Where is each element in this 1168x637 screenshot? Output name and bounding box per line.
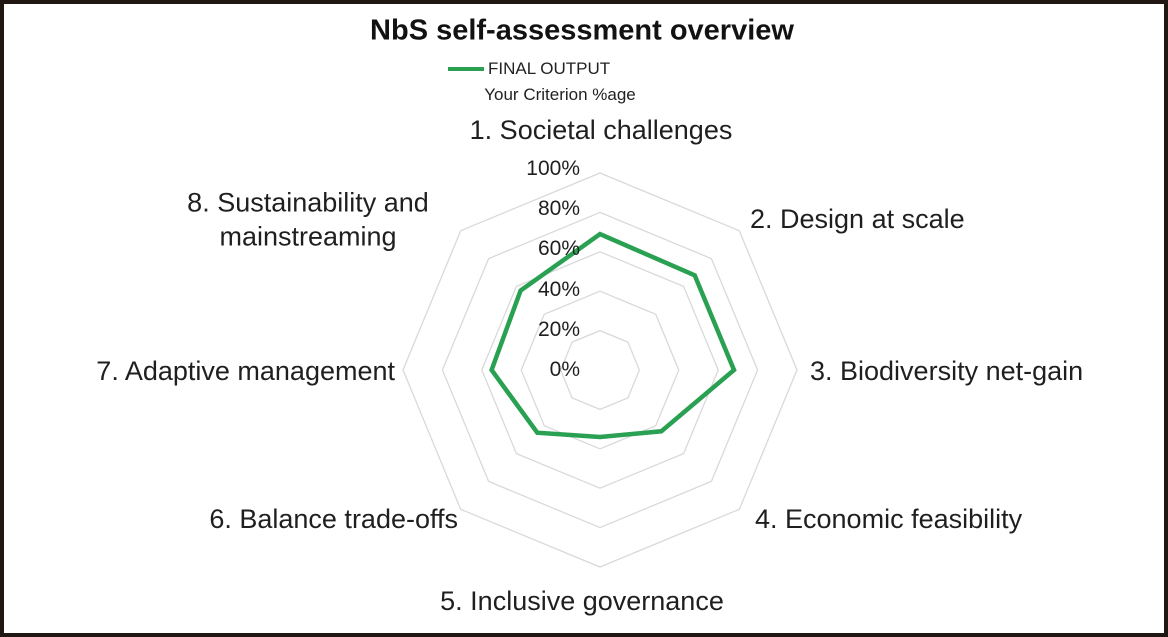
data-polygon-final-output <box>489 231 737 440</box>
radial-tick-40: 40% <box>537 277 580 301</box>
radial-tick-20: 20% <box>537 317 580 341</box>
grid-ring-60 <box>481 251 719 489</box>
chart-title: NbS self-assessment overview <box>370 14 794 47</box>
axis-label-1: 1. Societal challenges <box>469 115 733 146</box>
legend-series-label: FINAL OUTPUT <box>488 59 611 78</box>
radial-tick-80: 80% <box>537 197 580 221</box>
legend-line-swatch <box>448 67 484 71</box>
axis-label-3: 3. Biodiversity net-gain <box>810 356 1084 387</box>
axis-label-6: 6. Balance trade-offs <box>209 504 458 535</box>
axis-label-2: 2. Design at scale <box>750 204 965 235</box>
grid-ring-40 <box>520 290 680 450</box>
grid-ring-80 <box>441 211 759 529</box>
axis-label-5: 5. Inclusive governance <box>440 586 724 617</box>
radial-tick-60: 60% <box>537 237 580 261</box>
legend: FINAL OUTPUT <box>448 59 610 79</box>
radial-tick-100: 100% <box>526 157 580 180</box>
axis-label-7: 7. Adaptive management <box>96 356 395 387</box>
axis-label-4: 4. Economic feasibility <box>755 504 1023 535</box>
legend-subtitle: Your Criterion %age <box>484 85 636 104</box>
radial-tick-0: 0% <box>549 358 580 381</box>
grid-ring-100 <box>402 172 798 568</box>
axis-label-8: 8. Sustainability and mainstreaming <box>187 187 429 251</box>
radar-chart <box>402 172 798 568</box>
grid-ring-20 <box>559 329 641 411</box>
